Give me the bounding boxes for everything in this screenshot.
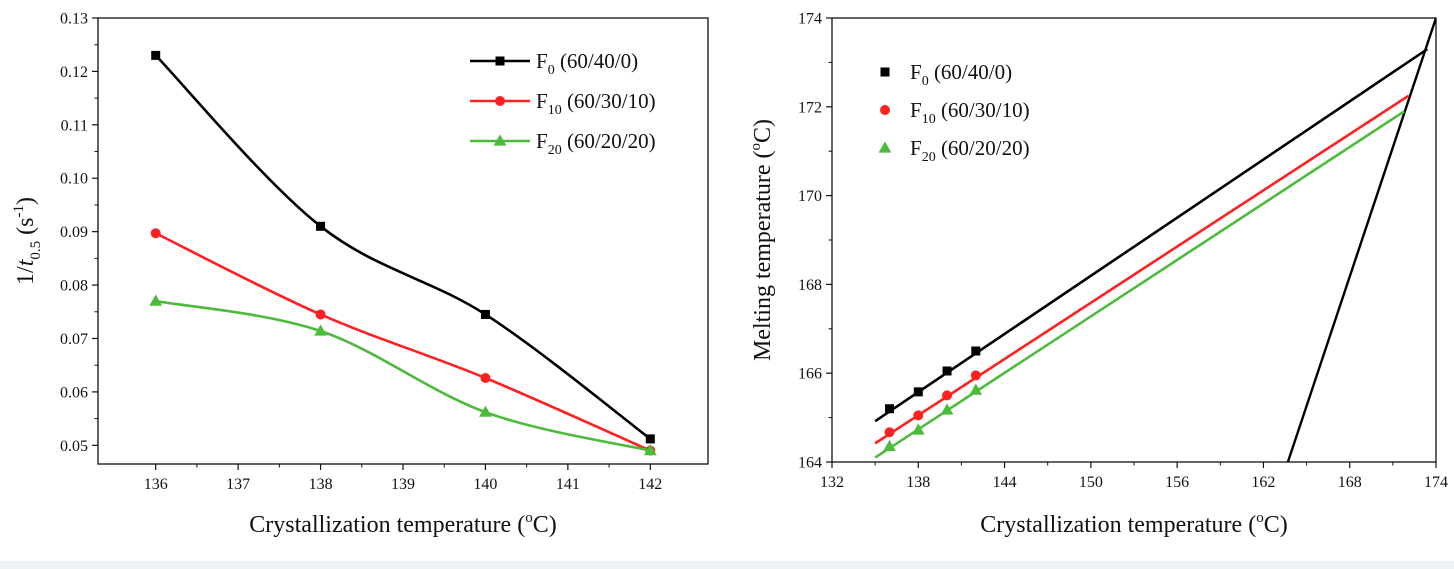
crystallization-rate-chart: 136 137 138 139 140 141 142 0.05 0.06 0.07 0.08 0.0…	[11, 11, 709, 538]
right-x-tick-label: 174	[1424, 474, 1448, 491]
right-legend-label-20: F20 (60/20/20)	[910, 136, 1030, 165]
right-y-tick-label: 164	[798, 455, 822, 472]
left-x-axis-title: Crystallization temperature (oC)	[249, 510, 556, 538]
right-data-point-10	[970, 370, 981, 381]
left-data-point-0	[480, 309, 490, 319]
left-y-tick-label: 0.10	[60, 171, 88, 188]
right-data-point-20	[940, 403, 954, 415]
right-x-tick-label: 144	[993, 474, 1017, 491]
left-data-point-10	[480, 373, 491, 384]
right-legend-marker-20	[878, 141, 892, 153]
right-x-tick-label: 162	[1251, 474, 1275, 491]
left-data-point-0	[645, 434, 655, 444]
right-legend-marker-10	[880, 105, 890, 115]
right-reference-line	[1286, 18, 1436, 462]
right-y-tick-label: 170	[798, 188, 822, 205]
left-x-tick-label: 136	[144, 476, 168, 493]
right-x-tick-label: 150	[1079, 474, 1103, 491]
left-y-tick-label: 0.06	[60, 384, 88, 401]
right-y-tick-label: 172	[798, 99, 822, 116]
left-y-tick-label: 0.08	[60, 278, 88, 295]
right-data-point-20	[969, 383, 983, 395]
bottom-border-strip	[0, 561, 1454, 569]
right-x-tick-label: 132	[820, 474, 844, 491]
left-y-tick-label: 0.11	[61, 117, 88, 134]
left-legend-label-20: F20 (60/20/20)	[536, 129, 656, 158]
right-x-axis-title: Crystallization temperature (oC)	[980, 510, 1287, 538]
left-data-point-20	[314, 324, 327, 336]
left-legend-marker-10	[495, 96, 505, 106]
left-y-tick-label: 0.05	[60, 438, 88, 455]
left-y-axis-title: 1/t0.5 (s-1)	[11, 197, 44, 285]
left-data-point-10	[150, 228, 161, 239]
right-data-point-20	[883, 439, 896, 452]
left-legend-label-10: F10 (60/30/10)	[536, 89, 656, 118]
left-series-line-0	[154, 54, 652, 440]
right-fit-line-20	[874, 110, 1406, 459]
left-data-point-0	[151, 50, 161, 60]
right-fit-line-0	[874, 48, 1429, 423]
left-series-line-20	[155, 299, 651, 452]
right-legend-label-0: F0 (60/40/0)	[910, 60, 1012, 89]
left-y-tick-label: 0.13	[60, 11, 88, 28]
right-data-point-0	[885, 404, 895, 414]
left-plot-frame	[97, 17, 709, 465]
left-data-point-20	[479, 405, 492, 417]
left-y-tick-label: 0.12	[60, 64, 88, 81]
right-data-point-10	[884, 427, 895, 438]
left-series-line-10	[155, 232, 651, 452]
left-y-tick-label: 0.09	[60, 224, 88, 241]
right-data-point-0	[971, 346, 981, 356]
left-data-point-20	[643, 444, 657, 456]
melting-temperature-chart: 132 138 144 150 156 162 168 174 164 166 168 170 172 1…	[748, 11, 1448, 539]
right-legend-label-10: F10 (60/30/10)	[910, 98, 1030, 127]
left-y-tick-label: 0.07	[60, 331, 88, 348]
left-data-point-10	[315, 309, 326, 320]
right-data-point-0	[913, 387, 923, 397]
left-legend-label-0: F0 (60/40/0)	[536, 49, 638, 78]
right-x-tick-label: 138	[906, 474, 930, 491]
right-y-tick-label: 168	[798, 277, 822, 294]
right-data-point-20	[911, 423, 925, 435]
right-fit-line-10	[874, 94, 1410, 445]
right-data-point-0	[942, 366, 952, 376]
left-data-point-0	[316, 221, 326, 231]
left-data-point-20	[149, 294, 163, 306]
left-x-tick-label: 141	[556, 476, 580, 493]
left-x-tick-label: 140	[473, 476, 497, 493]
right-data-point-10	[942, 390, 953, 401]
right-y-tick-label: 174	[798, 11, 822, 28]
left-x-tick-label: 137	[226, 476, 250, 493]
right-x-tick-label: 156	[1165, 474, 1189, 491]
right-plot-area	[874, 18, 1436, 462]
left-x-tick-label: 138	[309, 476, 333, 493]
right-y-axis-title: Melting temperature (oC)	[748, 119, 776, 361]
left-legend-marker-0	[495, 56, 505, 66]
left-legend-marker-20	[493, 134, 507, 146]
left-x-tick-label: 142	[638, 476, 662, 493]
right-legend-marker-0	[880, 67, 890, 77]
right-data-point-10	[913, 410, 924, 421]
right-x-tick-label: 168	[1338, 474, 1362, 491]
right-y-tick-label: 166	[798, 366, 822, 383]
left-x-tick-label: 139	[391, 476, 415, 493]
